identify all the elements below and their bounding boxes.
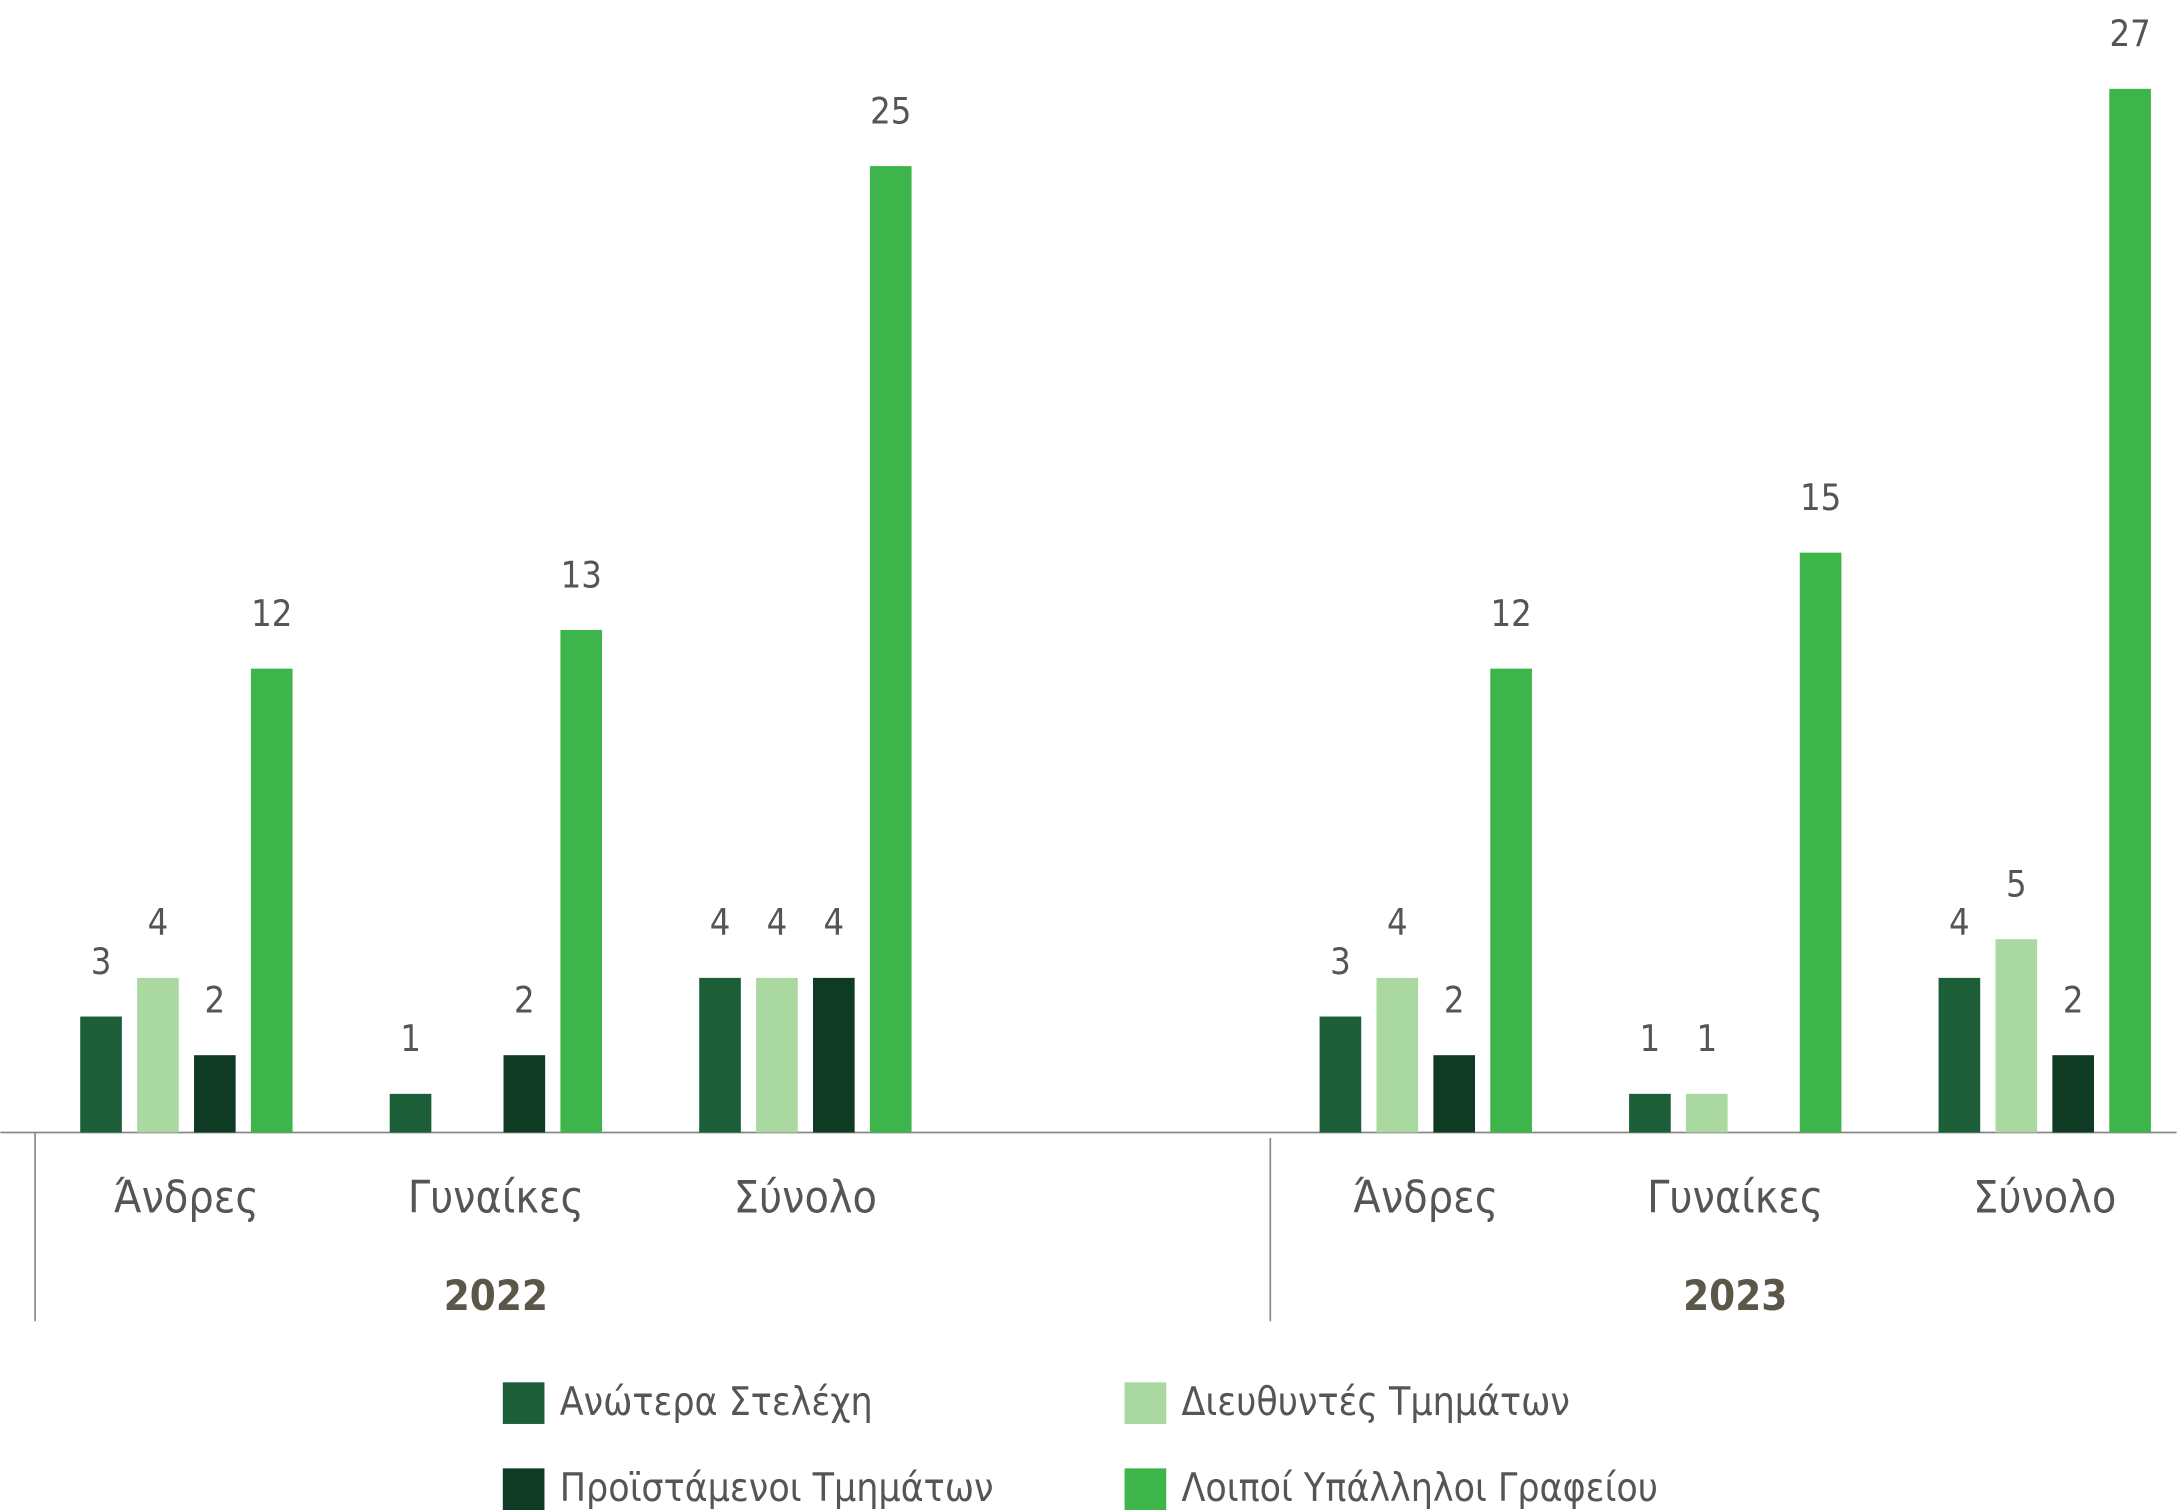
value-label: 4: [823, 902, 844, 944]
bar: [1490, 668, 1532, 1133]
value-label: 1: [1640, 1018, 1661, 1060]
x-tick-label: Άνδρες: [1353, 1173, 1498, 1224]
bar: [1376, 977, 1419, 1133]
value-label: 2: [514, 979, 535, 1021]
bar: [813, 977, 855, 1133]
x-tick-label: Σύνολο: [1973, 1173, 2116, 1224]
legend-swatch: [502, 1468, 545, 1510]
bar: [137, 977, 179, 1133]
value-label: 12: [251, 593, 292, 635]
x-tick-label: Σύνολο: [734, 1173, 877, 1224]
group-label: 2022: [444, 1271, 548, 1320]
bar: [1319, 1016, 1362, 1133]
bar: [756, 977, 798, 1133]
bar: [1685, 1093, 1728, 1133]
value-label: 2: [205, 979, 226, 1021]
legend-swatch: [1124, 1382, 1167, 1424]
bar: [80, 1016, 122, 1133]
bar: [560, 629, 603, 1133]
bar: [194, 1055, 236, 1133]
legend-swatch: [1124, 1468, 1167, 1510]
value-label: 3: [1330, 941, 1351, 983]
value-label: 3: [91, 941, 112, 983]
bar: [1995, 939, 2038, 1133]
value-label: 4: [1949, 902, 1970, 944]
bar: [2052, 1055, 2095, 1133]
value-label: 4: [1387, 902, 1408, 944]
value-label: 5: [2006, 863, 2027, 905]
bar: [699, 977, 741, 1133]
group-label: 2023: [1683, 1271, 1787, 1320]
bar: [250, 668, 293, 1133]
value-label: 1: [400, 1018, 421, 1060]
value-label: 2: [1444, 979, 1465, 1021]
value-label: 4: [148, 902, 169, 944]
bar: [389, 1093, 432, 1133]
x-tick-label: Γυναίκες: [1647, 1173, 1823, 1224]
value-label: 2: [2063, 979, 2084, 1021]
bar: [1799, 552, 1842, 1133]
bar: [503, 1055, 546, 1133]
value-label: 4: [767, 902, 788, 944]
bar: [2109, 88, 2151, 1133]
value-label: 12: [1490, 593, 1531, 635]
legend-label: Ανώτερα Στελέχη: [560, 1380, 873, 1425]
value-label: 4: [710, 902, 731, 944]
value-label: 1: [1696, 1018, 1717, 1060]
bar: [869, 166, 912, 1133]
legend-label: Λοιποί Υπάλληλοι Γραφείου: [1181, 1466, 1658, 1510]
bar: [1629, 1093, 1671, 1133]
value-label: 27: [2109, 13, 2150, 55]
value-label: 13: [561, 554, 602, 596]
bar: [1433, 1055, 1476, 1133]
bar: [1938, 977, 1981, 1133]
legend-swatch: [502, 1382, 545, 1424]
legend-label: Προϊστάμενοι Τμημάτων: [560, 1466, 994, 1510]
legend-label: Διευθυντές Τμημάτων: [1181, 1380, 1569, 1425]
value-label: 25: [870, 90, 911, 132]
x-tick-label: Άνδρες: [114, 1173, 259, 1224]
x-tick-label: Γυναίκες: [408, 1173, 584, 1224]
value-label: 15: [1800, 477, 1841, 519]
